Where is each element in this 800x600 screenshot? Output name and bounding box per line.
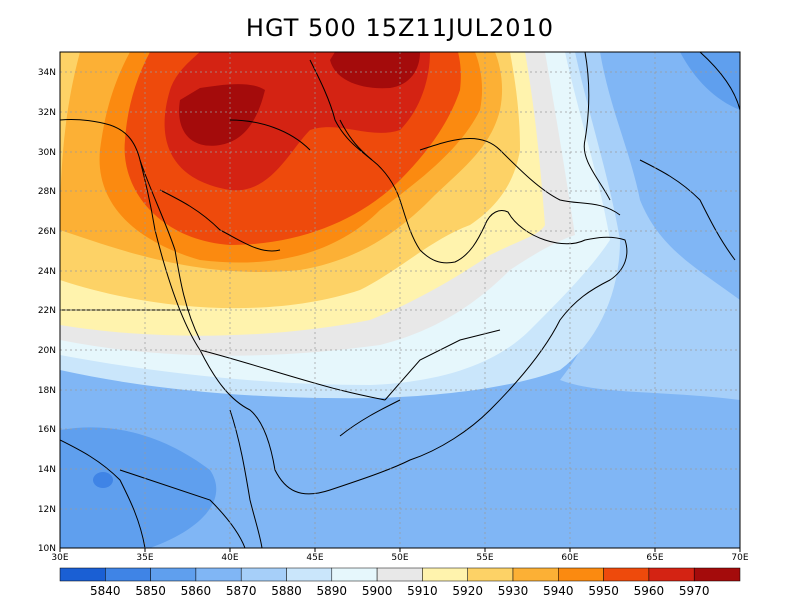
lat-tick-12N: 12N — [38, 505, 56, 515]
colorbar-label: 5960 — [634, 584, 665, 598]
lat-tick-16N: 16N — [38, 425, 56, 435]
colorbar-swatch — [648, 567, 695, 582]
colorbar-label: 5850 — [135, 584, 166, 598]
colorbar-label: 5930 — [498, 584, 529, 598]
colorbar-swatch — [512, 567, 559, 582]
colorbar-swatch — [286, 567, 333, 582]
colorbar: 5840 5850 5860 5870 5880 5890 5900 5910 … — [59, 567, 741, 598]
lat-tick-18N: 18N — [38, 386, 56, 396]
lat-tick-28N: 28N — [38, 187, 56, 197]
colorbar-swatch — [240, 567, 287, 582]
colorbar-swatch — [422, 567, 468, 582]
colorbar-swatch — [603, 567, 650, 582]
lon-tick-70E: 70E — [731, 553, 748, 563]
map-title: HGT 500 15Z11JUL2010 — [245, 14, 555, 42]
lat-tick-24N: 24N — [38, 267, 56, 277]
colorbar-swatch — [558, 567, 604, 582]
lat-tick-32N: 32N — [38, 108, 56, 118]
height-field — [60, 52, 740, 548]
colorbar-label: 5910 — [407, 584, 438, 598]
lon-tick-40E: 40E — [221, 553, 238, 563]
colorbar-swatch — [105, 567, 151, 582]
lon-tick-50E: 50E — [391, 553, 408, 563]
lat-tick-20N: 20N — [38, 346, 56, 356]
colorbar-label: 5840 — [90, 584, 121, 598]
lon-tick-65E: 65E — [646, 553, 663, 563]
colorbar-label: 5920 — [452, 584, 483, 598]
colorbar-label: 5880 — [271, 584, 302, 598]
lon-tick-45E: 45E — [306, 553, 323, 563]
lat-tick-30N: 30N — [38, 148, 56, 158]
lon-tick-55E: 55E — [476, 553, 493, 563]
colorbar-swatch — [59, 567, 106, 582]
lat-tick-14N: 14N — [38, 465, 56, 475]
colorbar-label: 5860 — [181, 584, 212, 598]
colorbar-label: 5950 — [588, 584, 619, 598]
colorbar-swatch — [150, 567, 197, 582]
lat-tick-26N: 26N — [38, 227, 56, 237]
colorbar-label: 5900 — [362, 584, 393, 598]
colorbar-swatch — [376, 567, 423, 582]
colorbar-label: 5970 — [679, 584, 710, 598]
colorbar-swatch — [331, 567, 378, 582]
lat-tick-34N: 34N — [38, 68, 56, 78]
colorbar-label: 5940 — [543, 584, 574, 598]
lat-tick-10N: 10N — [38, 544, 56, 554]
colorbar-label: 5870 — [226, 584, 257, 598]
colorbar-swatch — [693, 567, 741, 582]
lat-tick-22N: 22N — [38, 306, 56, 316]
lat-tick-labels: 10N 12N 14N 16N 18N 20N 22N 24N 26N 28N … — [38, 68, 56, 554]
lon-tick-35E: 35E — [136, 553, 153, 563]
lon-tick-labels: 30E 35E 40E 45E 50E 55E 60E 65E 70E — [51, 553, 748, 563]
lon-tick-60E: 60E — [561, 553, 578, 563]
colorbar-label: 5890 — [317, 584, 348, 598]
colorbar-swatch — [467, 567, 514, 582]
graticule — [60, 52, 740, 548]
colorbar-swatch — [195, 567, 242, 582]
lon-tick-30E: 30E — [51, 553, 68, 563]
